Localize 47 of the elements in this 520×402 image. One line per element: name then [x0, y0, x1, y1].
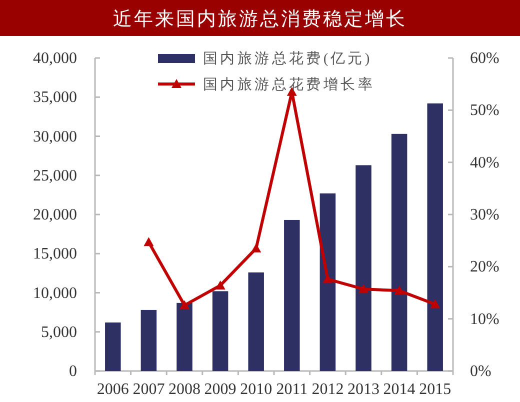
y2-tick-label: 30% — [470, 206, 500, 224]
bar — [284, 220, 300, 371]
bar — [212, 291, 228, 371]
x-tick-label: 2009 — [204, 381, 236, 398]
point — [215, 280, 226, 290]
y-tick-label: 0 — [69, 363, 77, 380]
bar — [320, 193, 336, 371]
y2-tick-label: 40% — [470, 154, 500, 172]
x-tick-label: 2008 — [168, 381, 200, 398]
bar — [176, 302, 192, 371]
y2-tick-label: 50% — [470, 102, 500, 120]
point — [144, 237, 154, 246]
y-tick-label: 30,000 — [33, 128, 77, 146]
y-tick-label: 35,000 — [33, 89, 77, 106]
point — [251, 243, 262, 252]
bar — [248, 272, 264, 371]
y2-tick-label: 20% — [470, 258, 500, 276]
bar — [356, 165, 372, 371]
point — [322, 274, 333, 284]
y2-tick-label: 60% — [470, 50, 500, 67]
y2-tick-label: 0% — [470, 363, 492, 380]
x-tick-label: 2011 — [276, 381, 308, 398]
point — [180, 300, 190, 310]
y-tick-label: 5,000 — [41, 324, 77, 341]
legend-label: 国内旅游总花费(亿元) — [203, 50, 372, 67]
bar — [427, 103, 443, 371]
x-tick-label: 2015 — [419, 381, 452, 398]
y-tick-label: 25,000 — [33, 167, 77, 184]
y-tick-label: 10,000 — [33, 284, 77, 302]
y-tick-label: 40,000 — [33, 50, 77, 67]
point — [394, 286, 404, 295]
legend-label: 国内旅游总花费增长率 — [203, 76, 375, 93]
bar — [105, 322, 121, 371]
bar — [391, 134, 408, 371]
bar — [140, 310, 157, 371]
point — [430, 299, 440, 308]
y-tick-label: 20,000 — [33, 206, 77, 224]
title: 近年来国内旅游总消费稳定增长 — [113, 9, 407, 30]
x-tick-label: 2010 — [240, 381, 272, 398]
y2-tick-label: 10% — [470, 310, 500, 328]
x-tick-label: 2006 — [96, 381, 129, 398]
x-tick-label: 2013 — [348, 381, 380, 398]
point — [358, 284, 368, 294]
y-tick-label: 15,000 — [33, 246, 77, 263]
x-tick-label: 2007 — [132, 381, 165, 398]
x-tick-label: 2014 — [383, 381, 416, 398]
x-tick-label: 2012 — [312, 381, 344, 398]
